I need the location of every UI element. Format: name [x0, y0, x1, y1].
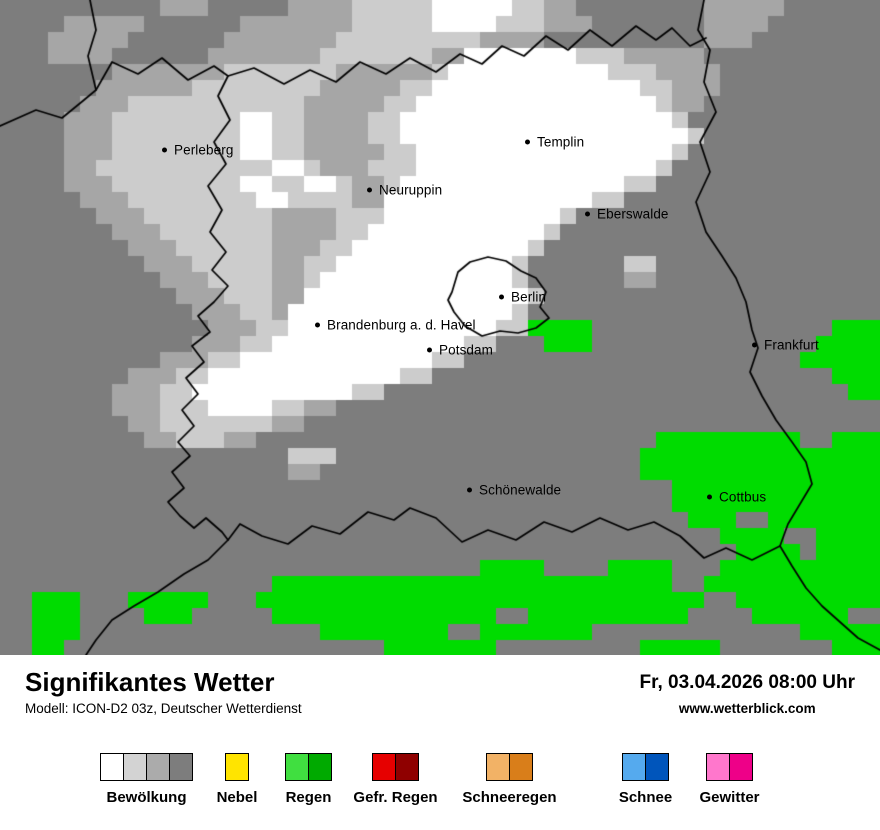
legend-swatch	[285, 753, 309, 781]
legend-swatch	[645, 753, 669, 781]
title-block: Signifikantes Wetter Modell: ICON-D2 03z…	[25, 668, 302, 716]
legend-swatch	[509, 753, 533, 781]
legend-group-gewitter: Gewitter	[699, 753, 760, 806]
legend-swatch	[100, 753, 124, 781]
legend-swatches	[285, 753, 332, 781]
legend-swatches	[706, 753, 753, 781]
legend-swatch	[123, 753, 147, 781]
legend-group-schneeregen: Schneeregen	[462, 753, 557, 806]
legend-swatches	[372, 753, 419, 781]
legend-label: Gewitter	[699, 789, 760, 806]
legend-label: Regen	[285, 789, 332, 806]
legend-swatch	[225, 753, 249, 781]
legend-swatch	[622, 753, 646, 781]
legend-group-schnee: Schnee	[619, 753, 672, 806]
forecast-datetime: Fr, 03.04.2026 08:00 Uhr	[639, 672, 855, 693]
legend-swatch	[486, 753, 510, 781]
legend-swatches	[100, 753, 193, 781]
datetime-block: Fr, 03.04.2026 08:00 Uhr www.wetterblick…	[640, 668, 855, 716]
legend-group-bewoelkung: Bewölkung	[100, 753, 193, 806]
legend-swatch	[169, 753, 193, 781]
legend-swatch	[146, 753, 170, 781]
website-url: www.wetterblick.com	[678, 701, 816, 716]
legend-group-nebel: Nebel	[217, 753, 257, 806]
legend-label: Schneeregen	[462, 789, 557, 806]
legend: Bewölkung Nebel Regen Gefr. Regen Schnee…	[0, 655, 880, 830]
legend-label: Bewölkung	[106, 789, 187, 806]
page-title: Signifikantes Wetter	[25, 667, 275, 697]
legend-swatch	[706, 753, 730, 781]
legend-swatch	[729, 753, 753, 781]
footer: Signifikantes Wetter Modell: ICON-D2 03z…	[0, 655, 880, 830]
weather-map-canvas	[0, 0, 880, 655]
legend-swatch	[308, 753, 332, 781]
legend-label: Gefr. Regen	[353, 789, 438, 806]
map-area: Perleberg Templin Neuruppin Eberswalde B…	[0, 0, 880, 655]
legend-swatch	[372, 753, 396, 781]
legend-group-regen: Regen	[285, 753, 332, 806]
legend-label: Schnee	[618, 789, 673, 806]
legend-group-gefr-regen: Gefr. Regen	[353, 753, 438, 806]
legend-swatches	[486, 753, 533, 781]
legend-swatches	[622, 753, 669, 781]
footer-header: Signifikantes Wetter Modell: ICON-D2 03z…	[0, 655, 880, 716]
legend-swatch	[395, 753, 419, 781]
legend-swatches	[225, 753, 249, 781]
model-info: Modell: ICON-D2 03z, Deutscher Wetterdie…	[25, 701, 302, 716]
legend-label: Nebel	[216, 789, 258, 806]
